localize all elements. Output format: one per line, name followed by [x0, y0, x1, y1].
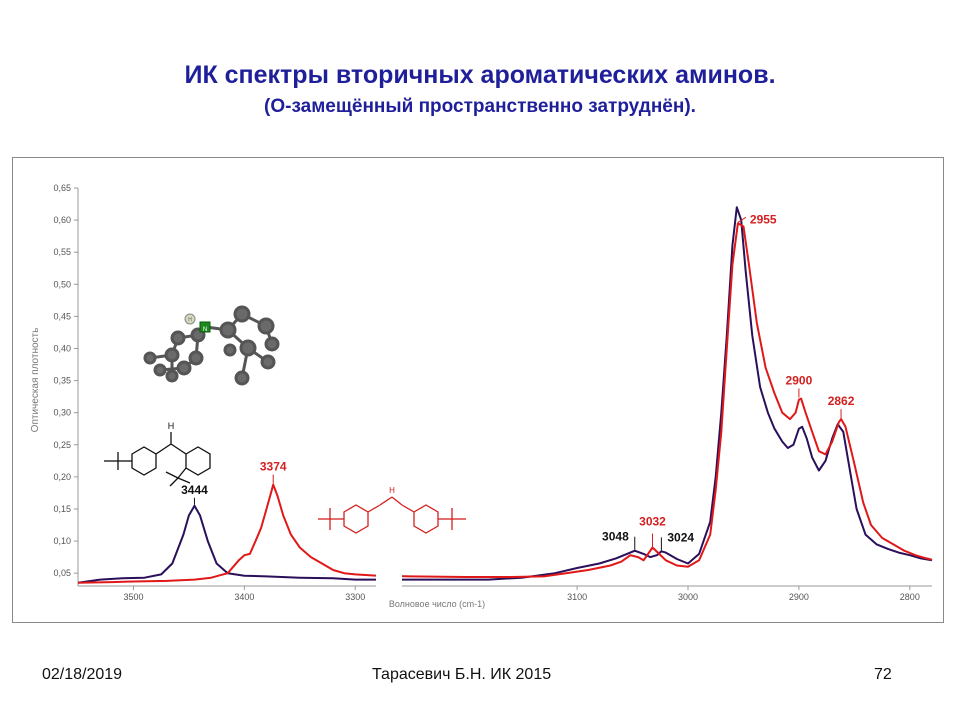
y-tick-label: 0,35 [53, 376, 71, 386]
peak-label: 3444 [181, 483, 208, 497]
y-tick-label: 0,20 [53, 472, 71, 482]
x-tick-label: 3500 [123, 592, 143, 602]
y-tick-label: 0,60 [53, 215, 71, 225]
x-tick-label: 2900 [789, 592, 809, 602]
para-nh-label: H [389, 486, 395, 495]
x-tick-label: 2800 [900, 592, 920, 602]
y-tick-label: 0,55 [53, 247, 71, 257]
peak-label: 3024 [667, 530, 694, 544]
y-tick-label: 0,65 [53, 183, 71, 193]
y-tick-label: 0,40 [53, 343, 71, 353]
x-tick-label: 3100 [567, 592, 587, 602]
ortho-nh-label: H [168, 421, 175, 431]
axis-break [376, 560, 402, 596]
x-tick-label: 3000 [678, 592, 698, 602]
molecule-3d-model [143, 305, 280, 386]
slide-title: ИК спектры вторичных ароматических амино… [184, 61, 776, 89]
x-tick-label: 3400 [234, 592, 254, 602]
chart-frame [12, 157, 944, 623]
y-tick-label: 0,25 [53, 440, 71, 450]
para-amine-structure [318, 496, 466, 534]
slide-subtitle: (О-замещённый пространственно затруднён)… [264, 96, 696, 117]
peak-label: 3374 [260, 460, 287, 474]
peak-label: 2900 [786, 374, 813, 388]
footer-author: Тарасевич Б.Н. ИК 2015 [372, 666, 552, 683]
peak-label: 2955 [750, 212, 777, 226]
peak-leader-line [737, 216, 747, 223]
peak-annotations: 2955 2900 2862 3374 3444 3032 3048 3024 [181, 212, 855, 551]
y-axis-ticks: 0,05 0,10 0,15 0,20 0,25 0,30 0,35 0,40 0,45 0,50… [53, 183, 78, 578]
spectrum-line-para [77, 222, 933, 584]
y-tick-label: 0,50 [53, 279, 71, 289]
y-tick-label: 0,45 [53, 311, 71, 321]
x-axis-label: Волновое число (cm-1) [389, 599, 485, 609]
y-tick-label: 0,05 [53, 568, 71, 578]
x-tick-label: 3300 [345, 592, 365, 602]
peak-label: 3032 [639, 514, 666, 528]
y-tick-label: 0,15 [53, 504, 71, 514]
ball-n-label: N [203, 327, 207, 333]
spectrum-line-ortho [77, 206, 933, 584]
y-tick-label: 0,30 [53, 408, 71, 418]
x-axis-ticks: 3500 3400 3300 3100 3000 2900 2800 [123, 586, 920, 602]
ball-h-label: H [188, 317, 192, 323]
peak-label: 2862 [828, 394, 855, 408]
y-tick-label: 0,10 [53, 536, 71, 546]
peak-label: 3048 [602, 530, 629, 544]
y-axis-label: Оптическая плотность [30, 328, 41, 433]
spectrum-series [77, 206, 933, 584]
footer-page-number: 72 [874, 666, 892, 683]
footer-date: 02/18/2019 [42, 666, 123, 683]
ortho-amine-structure [104, 432, 211, 487]
